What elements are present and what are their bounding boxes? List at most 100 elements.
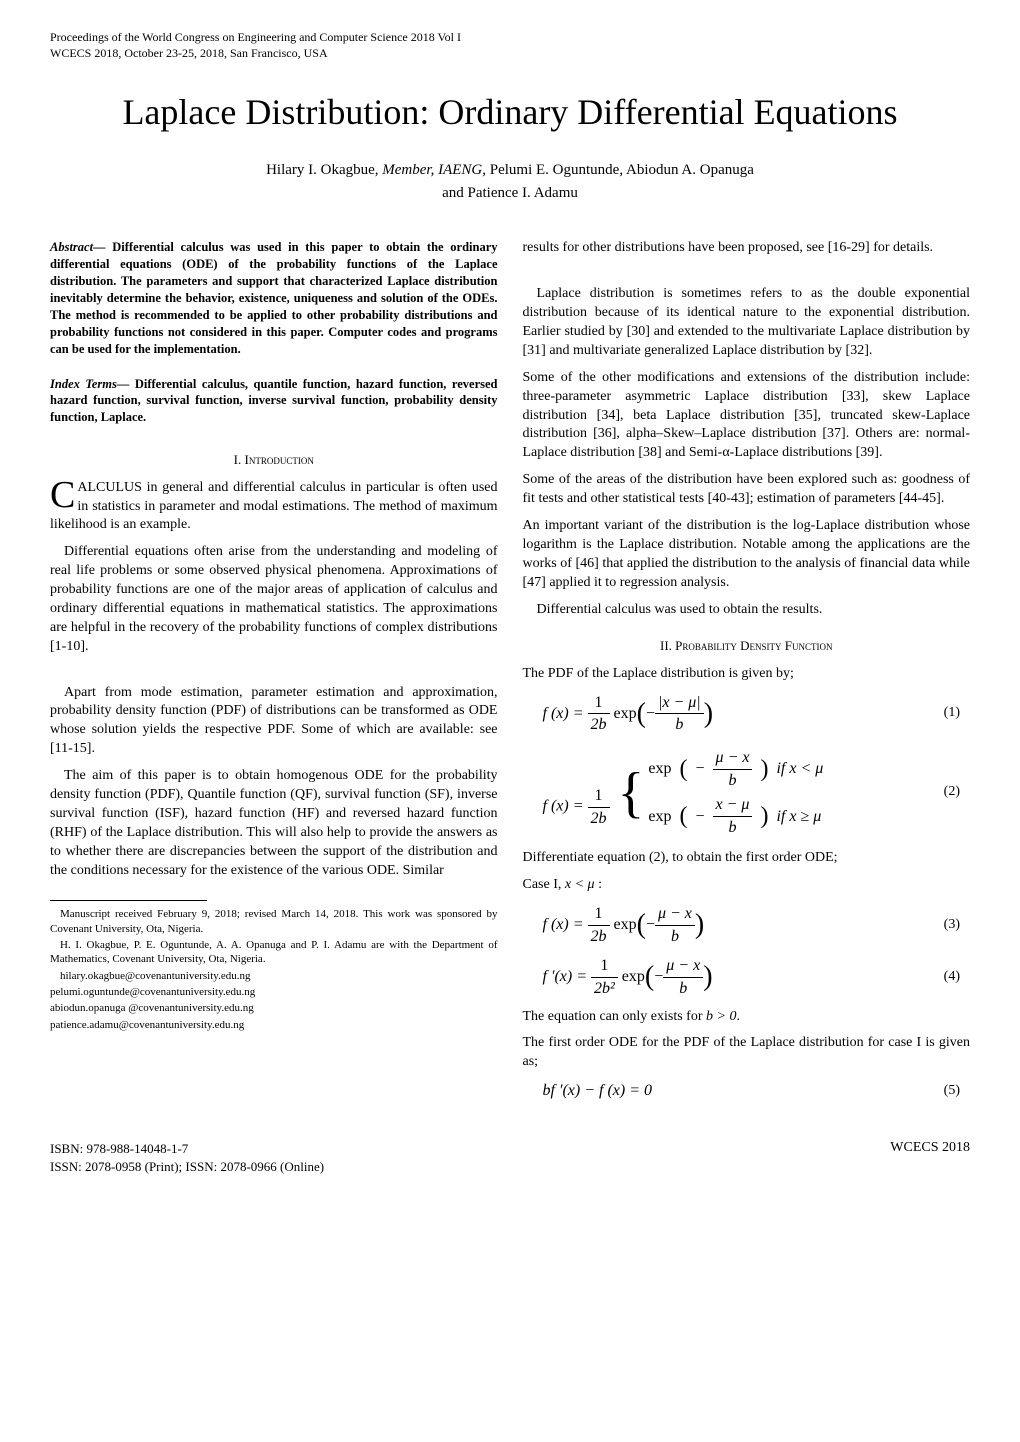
- issn-text: ISSN: 2078-0958 (Print); ISSN: 2078-0966…: [50, 1158, 324, 1176]
- footnote-separator: [50, 900, 207, 901]
- eq1-number: (1): [944, 704, 970, 723]
- right-p3: Some of the other modifications and exte…: [523, 369, 971, 463]
- equation-2-row: f (x) = 12b { exp(−μ − xb) if x < μ exp(…: [523, 744, 971, 841]
- r10-math: b > 0: [706, 1009, 736, 1024]
- intro-p2: Differential equations often arise from …: [50, 543, 498, 656]
- eq3-exp: exp: [614, 916, 637, 933]
- authors-line1-pre: Hilary I. Okagbue,: [266, 162, 382, 178]
- right-p2: Laplace distribution is sometimes refers…: [523, 285, 971, 361]
- left-brace-icon: {: [618, 765, 645, 821]
- eq1-fx: f (x) =: [543, 705, 584, 722]
- eq2-c1-cond: if x < μ: [776, 758, 823, 780]
- equation-3-row: f (x) = 12b exp(−μ − xb) (3): [523, 903, 971, 947]
- authors-block: Hilary I. Okagbue, Member, IAENG, Pelumi…: [50, 159, 970, 204]
- eq1-inden: b: [655, 714, 704, 736]
- header-line-1: Proceedings of the World Congress on Eng…: [50, 30, 970, 46]
- eq2-fracden: 2b: [588, 808, 610, 830]
- r10-pre: The equation can only exists for: [523, 1009, 707, 1024]
- eq2-fracnum: 1: [588, 785, 610, 808]
- authors-member: Member, IAENG: [382, 162, 482, 178]
- intro-p4: The aim of this paper is to obtain homog…: [50, 767, 498, 880]
- eq1-innum: |x − μ|: [655, 692, 704, 715]
- r9-math: x < μ: [565, 877, 595, 892]
- eq2-c2-num: x − μ: [713, 794, 753, 817]
- eq5-number: (5): [944, 1082, 970, 1101]
- authors-line1-post: , Pelumi E. Oguntunde, Abiodun A. Opanug…: [482, 162, 754, 178]
- equation-1-row: f (x) = 12b exp(−|x − μ|b) (1): [523, 692, 971, 736]
- right-p5: An important variant of the distribution…: [523, 517, 971, 593]
- eq3-number: (3): [944, 916, 970, 935]
- eq4-neg: −: [654, 968, 663, 985]
- eq2-c1-num: μ − x: [713, 747, 753, 770]
- conference-tag: WCECS 2018: [890, 1140, 970, 1176]
- right-p6: Differential calculus was used to obtain…: [523, 601, 971, 620]
- right-p1: results for other distributions have bee…: [523, 239, 971, 258]
- equation-4-row: f ′(x) = 12b² exp(−μ − xb) (4): [523, 955, 971, 999]
- right-p11: The first order ODE for the PDF of the L…: [523, 1034, 971, 1072]
- eq2-c1-den: b: [713, 770, 753, 792]
- footnote-6: patience.adamu@covenantuniversity.edu.ng: [50, 1018, 498, 1032]
- r9-pre: Case I,: [523, 877, 565, 892]
- index-terms-block: Index Terms— Differential calculus, quan…: [50, 376, 498, 427]
- proceedings-header: Proceedings of the World Congress on Eng…: [50, 30, 970, 61]
- page-footer: ISBN: 978-988-14048-1-7 ISSN: 2078-0958 …: [50, 1140, 970, 1176]
- equation-1: f (x) = 12b exp(−|x − μ|b): [523, 692, 714, 736]
- eq3-fx: f (x) =: [543, 916, 584, 933]
- abstract-block: Abstract— Differential calculus was used…: [50, 239, 498, 357]
- eq3-fracden: 2b: [588, 926, 610, 948]
- eq3-neg: −: [646, 916, 655, 933]
- right-p9: Case I, x < μ :: [523, 876, 971, 895]
- eq4-number: (4): [944, 968, 970, 987]
- r9-post: :: [595, 877, 602, 892]
- right-column: results for other distributions have bee…: [523, 239, 971, 1109]
- equation-5-row: bf ′(x) − f (x) = 0 (5): [523, 1080, 971, 1102]
- eq4-fracden: 2b²: [591, 978, 618, 1000]
- intro-p1: CALCULUS in general and differential cal…: [50, 479, 498, 536]
- eq2-c2-neg: −: [696, 806, 705, 828]
- paper-title: Laplace Distribution: Ordinary Different…: [50, 91, 970, 134]
- eq4-fx: f ′(x) =: [543, 968, 588, 985]
- left-column: Abstract— Differential calculus was used…: [50, 239, 498, 1109]
- footnote-5: abiodun.opanuga @covenantuniversity.edu.…: [50, 1001, 498, 1015]
- equation-5: bf ′(x) − f (x) = 0: [523, 1080, 653, 1102]
- r10-post: .: [736, 1009, 740, 1024]
- dropcap-c: C: [50, 479, 77, 511]
- eq2-c2-den: b: [713, 817, 753, 839]
- eq2-c1-exp: exp: [648, 758, 671, 780]
- eq3-fracnum: 1: [588, 903, 610, 926]
- eq4-inden: b: [663, 978, 703, 1000]
- abstract-label: Abstract—: [50, 240, 106, 254]
- equation-2: f (x) = 12b { exp(−μ − xb) if x < μ exp(…: [523, 744, 824, 841]
- footnote-2: H. I. Okagbue, P. E. Oguntunde, A. A. Op…: [50, 938, 498, 967]
- footnote-4: pelumi.oguntunde@covenantuniversity.edu.…: [50, 985, 498, 999]
- eq4-exp: exp: [622, 968, 645, 985]
- eq3-innum: μ − x: [655, 903, 695, 926]
- header-line-2: WCECS 2018, October 23-25, 2018, San Fra…: [50, 46, 970, 62]
- right-p4: Some of the areas of the distribution ha…: [523, 471, 971, 509]
- eq4-fracnum: 1: [591, 955, 618, 978]
- right-p8: Differentiate equation (2), to obtain th…: [523, 849, 971, 868]
- eq3-inden: b: [655, 926, 695, 948]
- equation-3: f (x) = 12b exp(−μ − xb): [523, 903, 705, 947]
- footnote-3: hilary.okagbue@covenantuniversity.edu.ng: [50, 969, 498, 983]
- eq1-neg: −: [646, 705, 655, 722]
- eq1-fracnum: 1: [588, 692, 610, 715]
- eq2-c2-cond: if x ≥ μ: [776, 806, 821, 828]
- eq1-fracden: 2b: [588, 714, 610, 736]
- eq1-exp: exp: [614, 705, 637, 722]
- section-heading-intro: I. Introduction: [50, 451, 498, 469]
- abstract-text: Differential calculus was used in this p…: [50, 240, 498, 355]
- section-heading-pdf: II. Probability Density Function: [523, 637, 971, 655]
- eq4-innum: μ − x: [663, 955, 703, 978]
- eq2-number: (2): [944, 783, 970, 802]
- eq2-fx: f (x) =: [543, 798, 584, 815]
- footnote-1: Manuscript received February 9, 2018; re…: [50, 907, 498, 936]
- eq2-c1-neg: −: [696, 758, 705, 780]
- eq2-c2-exp: exp: [648, 806, 671, 828]
- right-p10: The equation can only exists for b > 0.: [523, 1008, 971, 1027]
- index-terms-label: Index Terms—: [50, 377, 129, 391]
- equation-4: f ′(x) = 12b² exp(−μ − xb): [523, 955, 713, 999]
- right-p7: The PDF of the Laplace distribution is g…: [523, 665, 971, 684]
- intro-p3: Apart from mode estimation, parameter es…: [50, 684, 498, 760]
- authors-line2: and Patience I. Adamu: [442, 185, 578, 201]
